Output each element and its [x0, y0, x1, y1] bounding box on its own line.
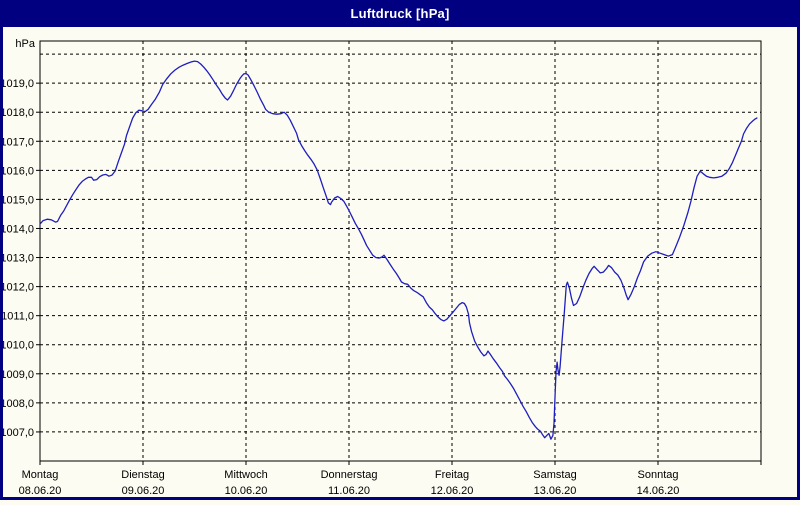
day-name-label: Sonntag: [638, 469, 679, 481]
title-bar: Luftdruck [hPa]: [0, 0, 800, 27]
y-tick-label: 1011,0: [1, 311, 34, 323]
plot-frame: [39, 40, 762, 462]
y-tick-label: 1012,0: [0, 282, 34, 294]
day-date-label: 10.06.20: [225, 485, 268, 497]
y-tick-label: 1010,0: [0, 340, 34, 352]
y-tick-label: 1018,0: [0, 107, 34, 119]
day-name-label: Samstag: [533, 469, 576, 481]
y-tick-label: 1015,0: [0, 194, 34, 206]
day-name-label: Freitag: [435, 469, 469, 481]
day-date-label: 08.06.20: [19, 485, 62, 497]
day-name-label: Dienstag: [121, 469, 164, 481]
y-tick-label: 1009,0: [0, 369, 34, 381]
day-date-label: 09.06.20: [122, 485, 165, 497]
y-tick-label: 1008,0: [0, 398, 34, 410]
y-tick-label: 1019,0: [0, 78, 34, 90]
y-tick-label: 1017,0: [0, 136, 34, 148]
y-axis-unit: hPa: [15, 38, 35, 50]
day-date-label: 13.06.20: [534, 485, 577, 497]
pressure-chart: 1019,0 1018,0 1017,0 1016,0 1015,0 1014,0 1013…: [0, 38, 762, 497]
y-tick-label: 1007,0: [0, 427, 34, 439]
day-name-label: Mittwoch: [224, 469, 267, 481]
y-tick-label: 1013,0: [0, 253, 34, 265]
chart-area: 1019,0 1018,0 1017,0 1016,0 1015,0 1014,0 1013…: [0, 27, 800, 500]
y-tick-label: 1014,0: [0, 223, 34, 235]
day-date-label: 14.06.20: [637, 485, 680, 497]
pressure-line: [39, 60, 758, 440]
y-tick-label: 1016,0: [0, 165, 34, 177]
day-name-label: Montag: [22, 469, 59, 481]
day-date-label: 12.06.20: [431, 485, 474, 497]
day-date-label: 11.06.20: [328, 485, 370, 497]
day-name-label: Donnerstag: [321, 469, 378, 481]
window-title: Luftdruck [hPa]: [350, 6, 450, 21]
